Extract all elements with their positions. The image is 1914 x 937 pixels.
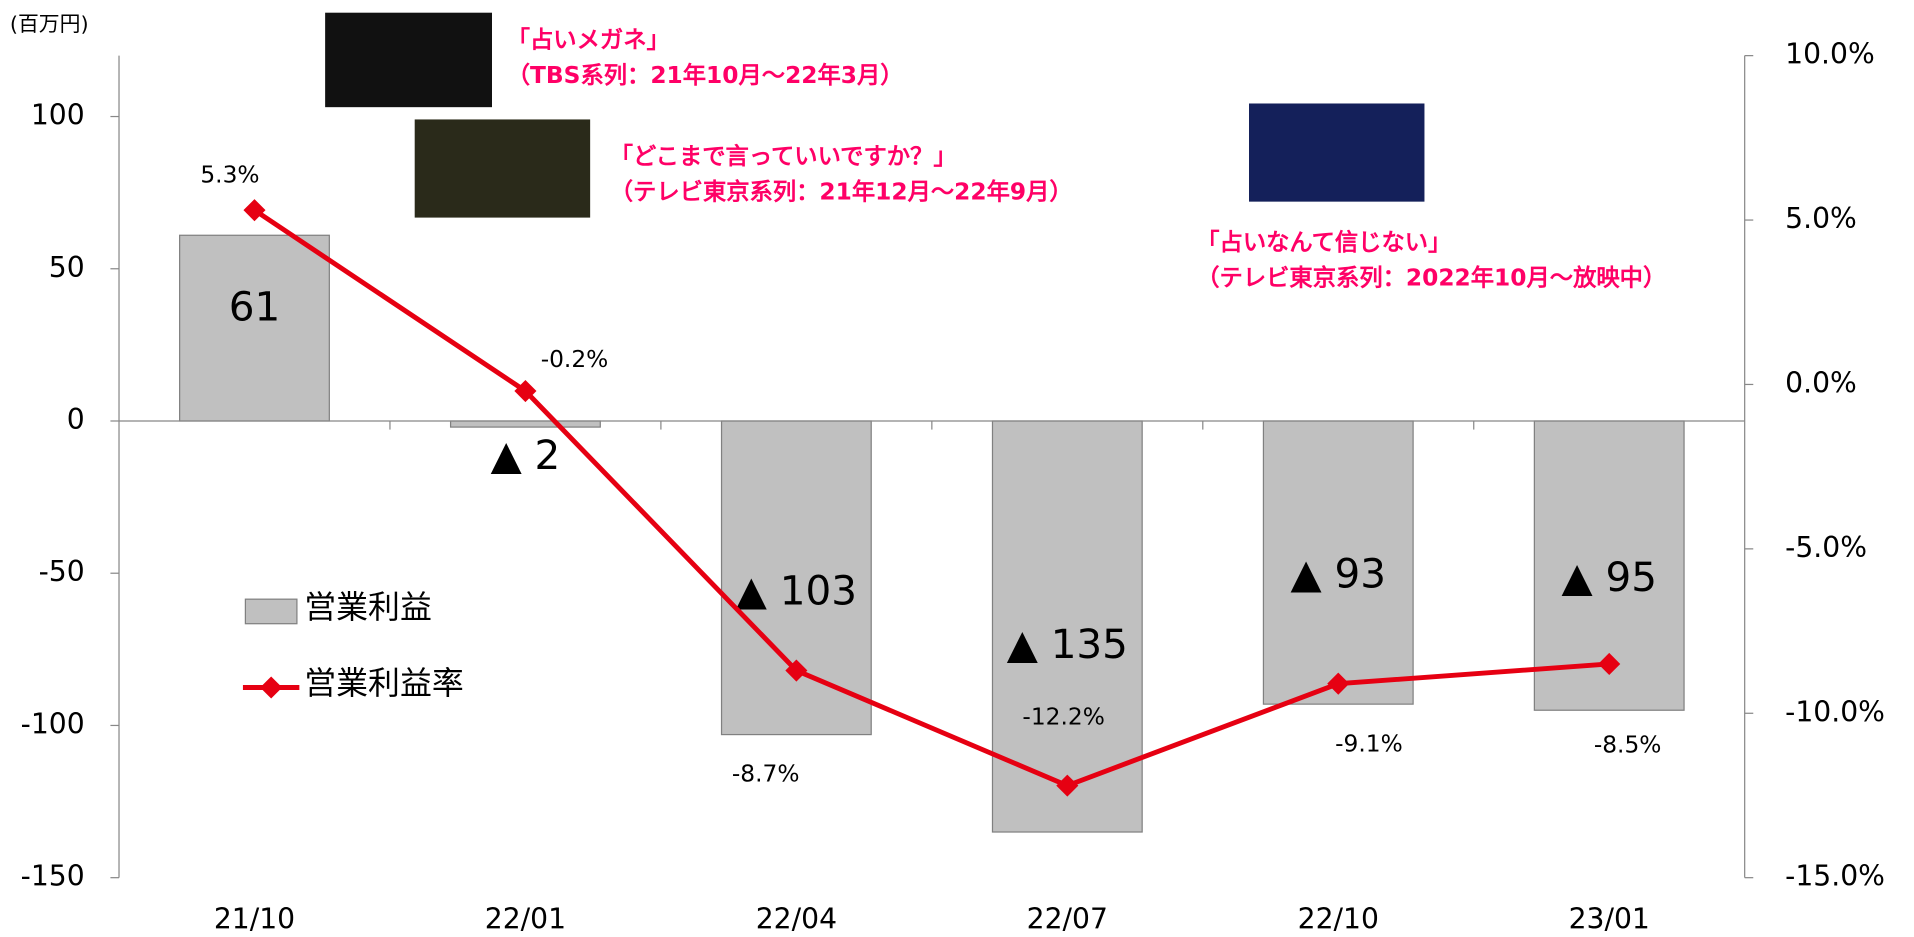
legend-label: 営業利益: [304, 588, 432, 626]
line-value-label: -0.2%: [541, 346, 609, 373]
bar-value-label: ▲ 135: [1007, 620, 1128, 668]
line-value-label: -12.2%: [1022, 704, 1104, 731]
bar-value-label: ▲ 93: [1291, 550, 1386, 598]
thumbnail: [415, 119, 590, 217]
y2-tick-label: 0.0%: [1785, 366, 1857, 399]
chart: (百万円) -150 -100 -50 0 50 100 -15.0% -10.0% -5.0%…: [0, 0, 1914, 937]
x-tick-label: 22/07: [1027, 903, 1108, 936]
y-tick-label: -50: [39, 555, 85, 588]
x-tick-label: 22/04: [756, 903, 837, 936]
annotation: （テレビ東京系列：2022年10月～放映中）: [1196, 263, 1666, 291]
legend-swatch: [260, 676, 282, 698]
page: (百万円) -150 -100 -50 0 50 100 -15.0% -10.0% -5.0%…: [0, 0, 1914, 937]
bar-value-label: ▲ 2: [491, 431, 561, 479]
annotation: 「占いなんて信じない」: [1196, 228, 1451, 256]
line-value-label: -9.1%: [1335, 731, 1403, 758]
line-value-label: -8.5%: [1594, 732, 1662, 759]
x-tick-label: 22/10: [1298, 903, 1379, 936]
x-tick-label: 23/01: [1569, 903, 1650, 936]
annotation: （テレビ東京系列：21年12月～22年9月）: [610, 178, 1073, 206]
thumbnail: [325, 13, 492, 107]
bar-value-label: ▲ 95: [1561, 553, 1656, 601]
bar-value-label: ▲ 103: [736, 566, 857, 614]
y2-tick-label: 10.0%: [1785, 38, 1875, 71]
y-tick-label: -100: [21, 707, 85, 740]
y2-tick-label: 5.0%: [1785, 202, 1857, 235]
y2-tick-label: -10.0%: [1785, 695, 1885, 728]
y-tick-label: 100: [31, 99, 85, 132]
line-value-label: -8.7%: [732, 760, 800, 787]
unit-label: (百万円): [10, 12, 89, 36]
legend-swatch: [245, 599, 297, 624]
y-tick-label: 50: [49, 251, 85, 284]
legend-label: 営業利益率: [304, 664, 463, 702]
y2-tick-label: -5.0%: [1785, 531, 1867, 564]
y2-tick-label: -15.0%: [1785, 860, 1885, 893]
x-tick-label: 21/10: [214, 903, 295, 936]
bar: [451, 421, 601, 427]
line-value-label: 5.3%: [200, 161, 259, 188]
y-tick-label: -150: [21, 860, 85, 893]
annotation: 「どこまで言っていいですか？」: [610, 142, 957, 170]
bar-value-label: 61: [229, 283, 280, 331]
annotation: （TBS系列：21年10月～22年3月）: [507, 61, 904, 89]
annotation: 「占いメガネ」: [507, 25, 670, 53]
x-tick-label: 22/01: [485, 903, 566, 936]
y-tick-label: 0: [67, 403, 85, 436]
thumbnail: [1249, 103, 1424, 201]
